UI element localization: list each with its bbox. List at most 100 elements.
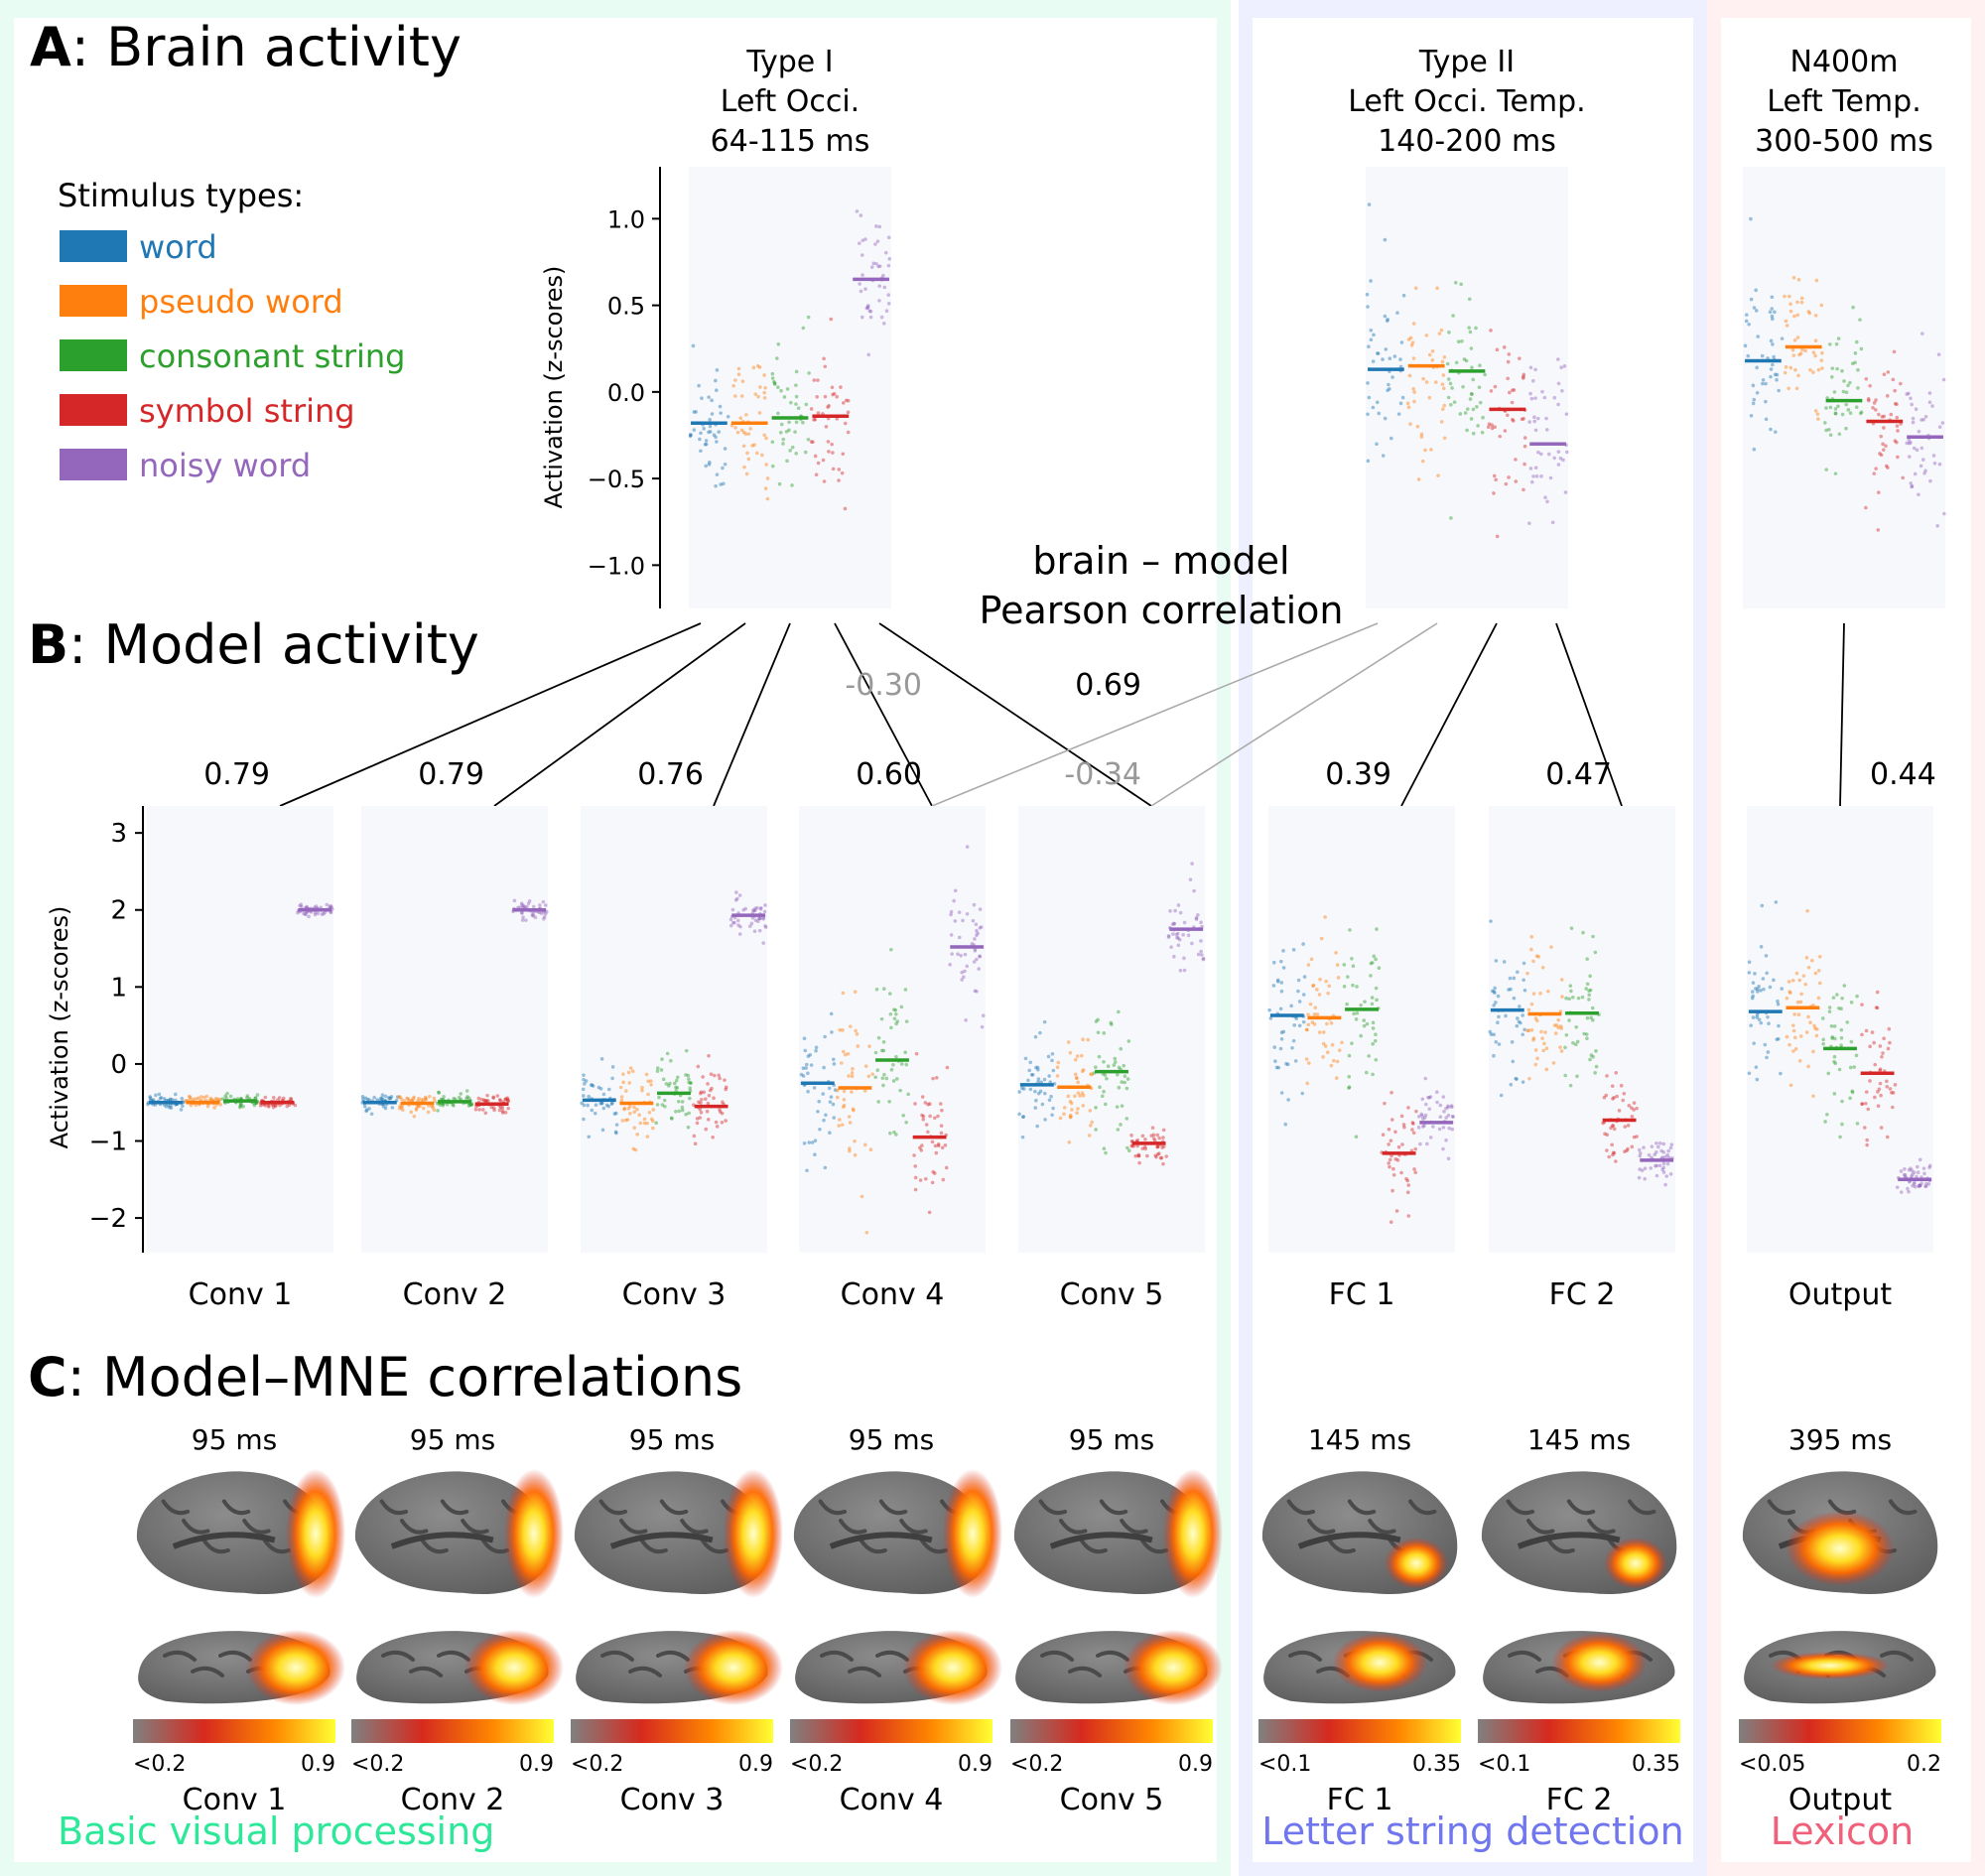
brain-point <box>1937 462 1942 467</box>
brain-point <box>809 440 814 444</box>
model-point <box>1798 1000 1803 1005</box>
model-point <box>1817 955 1822 959</box>
brain-point <box>741 444 746 449</box>
brain-point <box>1442 403 1447 408</box>
model-point <box>627 1081 632 1085</box>
model-point <box>1345 1002 1349 1006</box>
brain-point <box>813 417 818 422</box>
model-point <box>839 1061 844 1065</box>
model-point <box>169 1106 174 1110</box>
model-point <box>168 1097 173 1102</box>
brain-point <box>1899 381 1903 386</box>
brain-point <box>1773 310 1777 315</box>
model-point <box>1395 1158 1400 1162</box>
model-point <box>1199 920 1203 925</box>
brain-point <box>1772 354 1776 359</box>
brain-point <box>1895 402 1899 407</box>
model-point <box>1033 1034 1038 1039</box>
model-point <box>1371 1026 1376 1030</box>
brain-point <box>1761 381 1765 386</box>
model-point <box>1096 1017 1100 1022</box>
model-point <box>1910 1168 1915 1173</box>
model-point <box>1553 1031 1558 1035</box>
model-point <box>1541 1048 1545 1053</box>
model-point <box>630 1069 635 1073</box>
model-point <box>1423 1113 1428 1118</box>
model-point <box>1279 989 1284 994</box>
brain-sulcus <box>899 1519 928 1535</box>
model-point <box>931 1169 936 1174</box>
model-point <box>1372 954 1377 959</box>
model-point <box>841 1049 846 1054</box>
model-point <box>1420 1125 1425 1129</box>
brain-point <box>1856 368 1860 372</box>
model-point <box>1389 1139 1393 1142</box>
model-point <box>171 1098 175 1102</box>
model-point <box>666 1084 671 1088</box>
model-point <box>1105 1076 1109 1081</box>
brain-point <box>1856 386 1860 390</box>
model-point <box>699 1090 704 1094</box>
model-point <box>1615 1094 1619 1099</box>
brain-sulcus <box>1040 1650 1074 1662</box>
brain-point <box>699 431 703 436</box>
model-point <box>1569 926 1574 930</box>
brain-point <box>1771 317 1775 322</box>
brain-point <box>1768 310 1773 315</box>
brain-point <box>868 315 873 320</box>
model-point <box>1661 1150 1665 1154</box>
link-label-6: -0.34 <box>1064 757 1141 792</box>
model-point <box>889 1067 894 1072</box>
model-point <box>637 1113 642 1118</box>
model-point <box>362 1104 367 1109</box>
model-point <box>936 1114 940 1119</box>
model-point <box>1178 969 1183 973</box>
brain-point <box>1795 300 1799 305</box>
brain-point <box>860 315 864 320</box>
colorbar-max-4: 0.9 <box>1178 1752 1213 1777</box>
model-point <box>1850 1089 1855 1094</box>
model-point <box>1176 903 1181 907</box>
model-point <box>1790 978 1795 983</box>
brain-point <box>1548 475 1553 480</box>
model-point <box>314 910 318 915</box>
brain-point <box>1522 444 1527 449</box>
group-label-2: Lexicon <box>1771 1809 1915 1853</box>
model-point <box>1827 1005 1832 1009</box>
model-point <box>1832 1059 1836 1064</box>
brain-point <box>1844 426 1848 431</box>
model-point <box>866 1074 871 1079</box>
brain-point <box>772 382 777 386</box>
model-point <box>850 1090 854 1094</box>
model-point <box>628 1066 633 1070</box>
brain-sulcus <box>379 1499 409 1516</box>
model-point <box>1514 1076 1518 1081</box>
brain-sulcus <box>1347 1499 1377 1516</box>
model-point <box>1140 1146 1145 1150</box>
model-point <box>1323 1044 1328 1048</box>
model-point <box>645 1121 649 1126</box>
model-point <box>1038 1089 1043 1094</box>
model-point <box>686 1125 691 1130</box>
brain-point <box>876 264 880 269</box>
model-point <box>737 932 742 936</box>
model-point <box>1311 984 1315 989</box>
brain-point <box>1841 389 1846 394</box>
brain-point <box>1532 419 1537 424</box>
model-point <box>934 1150 939 1155</box>
model-point <box>723 1078 727 1082</box>
model-point <box>1313 1005 1318 1010</box>
model-point <box>1549 945 1553 949</box>
model-point <box>587 1094 592 1099</box>
brain-point <box>1775 377 1779 382</box>
model-point <box>1558 1024 1563 1028</box>
model-point <box>711 1135 715 1139</box>
model-point <box>841 1105 846 1110</box>
model-point <box>1400 1142 1404 1146</box>
brain-point <box>1880 415 1885 419</box>
model-point <box>1090 1072 1095 1077</box>
colorbar-6 <box>1478 1719 1680 1743</box>
model-point <box>1902 1172 1907 1177</box>
brain-point <box>1544 428 1549 432</box>
model-point <box>225 1091 229 1096</box>
